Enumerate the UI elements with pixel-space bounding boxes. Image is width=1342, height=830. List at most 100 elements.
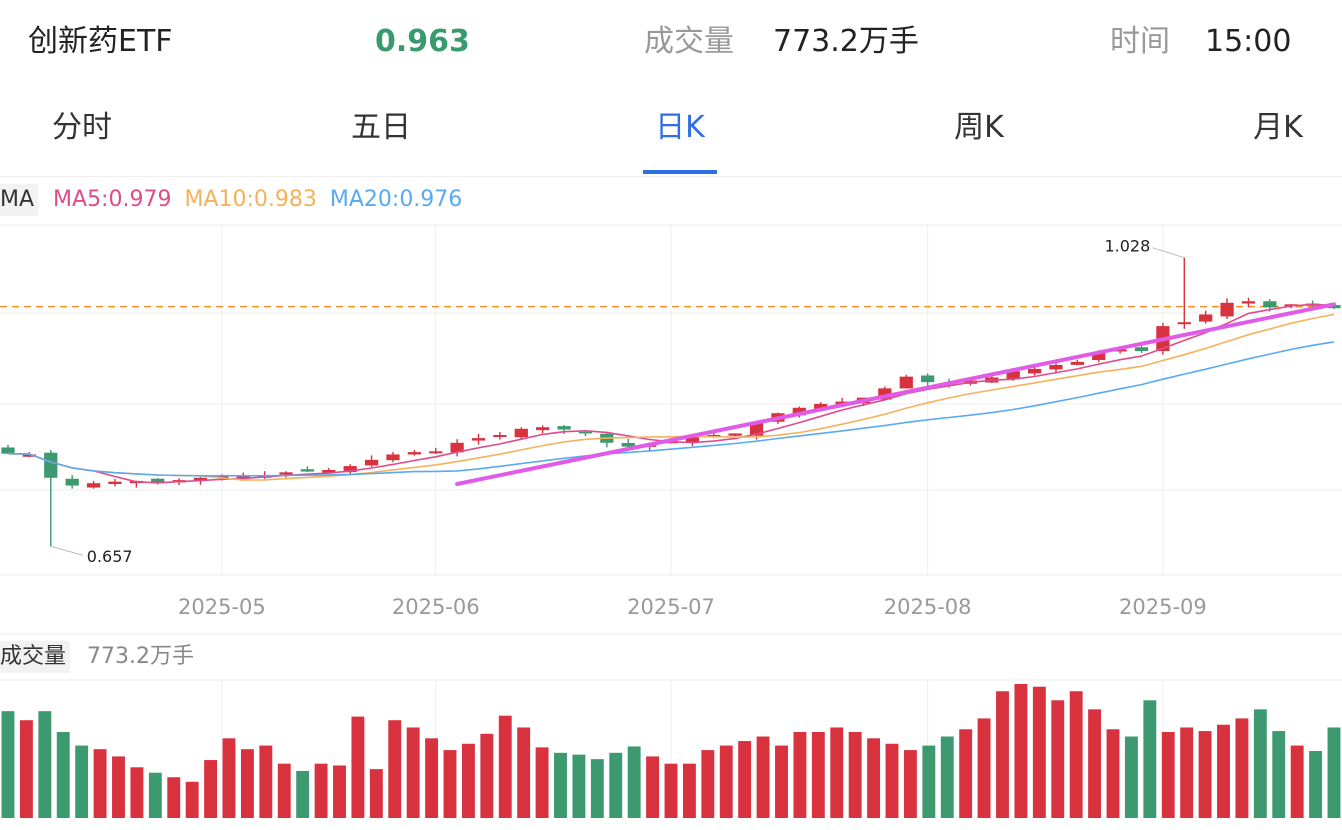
volume-bar xyxy=(1327,727,1341,818)
volume-tag[interactable]: 成交量 xyxy=(0,641,71,673)
volume-bar xyxy=(1143,700,1157,818)
volume-value: 773.2万手 xyxy=(773,24,919,59)
ma-legend: MA MA5:0.979 MA10:0.983 MA20:0.976 xyxy=(0,184,468,216)
candle-body xyxy=(1027,368,1042,374)
x-tick-label: 2025-09 xyxy=(1119,595,1207,619)
volume-bar xyxy=(517,727,531,818)
volume-bar xyxy=(867,738,881,818)
ma5-value: MA5:0.979 xyxy=(53,187,172,212)
volume-bar xyxy=(112,756,125,818)
volume-bar xyxy=(56,731,70,818)
volume-bar xyxy=(277,763,291,818)
volume-bar xyxy=(240,749,254,818)
candle-body xyxy=(707,435,721,437)
tab-monthly-k[interactable]: 月K xyxy=(1253,110,1303,145)
ma-tag[interactable]: MA xyxy=(0,184,39,216)
volume-bar xyxy=(682,763,696,818)
volume-bar xyxy=(1106,729,1120,818)
volume-bar xyxy=(1069,691,1083,818)
trendline xyxy=(455,302,1336,486)
tab-five-day[interactable]: 五日 xyxy=(351,110,411,145)
candle-body xyxy=(407,452,421,455)
ma10-line xyxy=(7,313,1335,481)
tab-intraday[interactable]: 分时 xyxy=(52,110,112,145)
candle-body xyxy=(364,459,379,466)
chart-grid xyxy=(0,224,1342,818)
last-price: 0.963 xyxy=(375,24,470,59)
volume-bar xyxy=(1014,684,1028,818)
volume-bar xyxy=(885,743,899,818)
volume-bar xyxy=(940,736,954,818)
volume-bar xyxy=(222,738,236,818)
volume-bar xyxy=(259,745,273,818)
low-leader xyxy=(50,545,83,556)
volume-bar xyxy=(130,767,144,818)
volume-bar xyxy=(775,745,788,818)
candle-body xyxy=(514,428,528,438)
volume-bar xyxy=(93,749,107,818)
volume-bar xyxy=(1,711,15,818)
candle-body xyxy=(65,478,79,486)
candle-body xyxy=(899,376,913,389)
candle-body xyxy=(1177,322,1191,325)
candle-body xyxy=(792,407,806,416)
candle-body xyxy=(814,403,828,410)
candle-body xyxy=(108,481,122,484)
x-tick-label: 2025-05 xyxy=(178,595,266,619)
candle-body xyxy=(1070,361,1084,365)
volume-bar xyxy=(1198,731,1212,818)
candle-body xyxy=(44,452,58,478)
candle-body xyxy=(1134,347,1149,351)
fund-name: 创新药ETF xyxy=(28,24,173,59)
volume-bar xyxy=(793,731,807,818)
volume-bar xyxy=(369,769,383,818)
volume-bar xyxy=(719,745,733,818)
candle-body xyxy=(685,437,700,443)
candle-body xyxy=(1,447,15,454)
volume-bar xyxy=(1309,751,1323,818)
volume-legend: 成交量 773.2万手 xyxy=(0,641,194,673)
volume-bar xyxy=(425,738,439,818)
volume-bar xyxy=(1088,709,1102,818)
candle-body xyxy=(322,470,336,473)
candle-body xyxy=(300,469,315,472)
volume-label: 成交量 xyxy=(644,24,734,59)
volume-bar xyxy=(535,747,549,818)
candle-body xyxy=(578,431,593,434)
volume-bar xyxy=(1253,709,1267,818)
volume-bar xyxy=(333,765,346,818)
price-annotations: 1.028 0.657 xyxy=(50,237,1185,566)
candle-body xyxy=(1092,353,1106,361)
volume-legend-value: 773.2万手 xyxy=(87,644,194,669)
candle-body xyxy=(1327,305,1341,309)
volume-bar xyxy=(1032,686,1046,818)
candle-body xyxy=(151,478,165,483)
tab-daily-k[interactable]: 日K xyxy=(655,110,705,145)
candle-body xyxy=(1113,349,1127,352)
candle-body xyxy=(429,451,443,454)
time-value: 15:00 xyxy=(1205,24,1292,59)
volume-bar xyxy=(848,731,862,818)
volume-bar xyxy=(738,741,752,818)
volume-bar xyxy=(959,729,973,818)
volume-bar xyxy=(1272,731,1286,818)
volume-bar xyxy=(461,743,475,818)
candle-body xyxy=(215,475,229,479)
candle-body xyxy=(1006,371,1020,380)
volume-bar xyxy=(627,746,641,818)
volume-bar xyxy=(1180,727,1194,818)
volume-bar xyxy=(903,750,917,818)
volume-bar xyxy=(664,763,678,818)
volume-bar xyxy=(351,716,365,818)
volume-bar xyxy=(830,727,844,818)
volume-bar xyxy=(1290,745,1304,818)
ma20-line xyxy=(7,341,1335,477)
tab-weekly-k[interactable]: 周K xyxy=(954,110,1004,145)
candle-body xyxy=(1049,365,1063,370)
candle-body xyxy=(86,483,101,488)
period-tabs: 分时 五日 日K 周K 月K xyxy=(0,96,1342,177)
volume-bar xyxy=(554,752,567,818)
volume-bar xyxy=(498,715,512,818)
volume-bar xyxy=(296,770,310,818)
